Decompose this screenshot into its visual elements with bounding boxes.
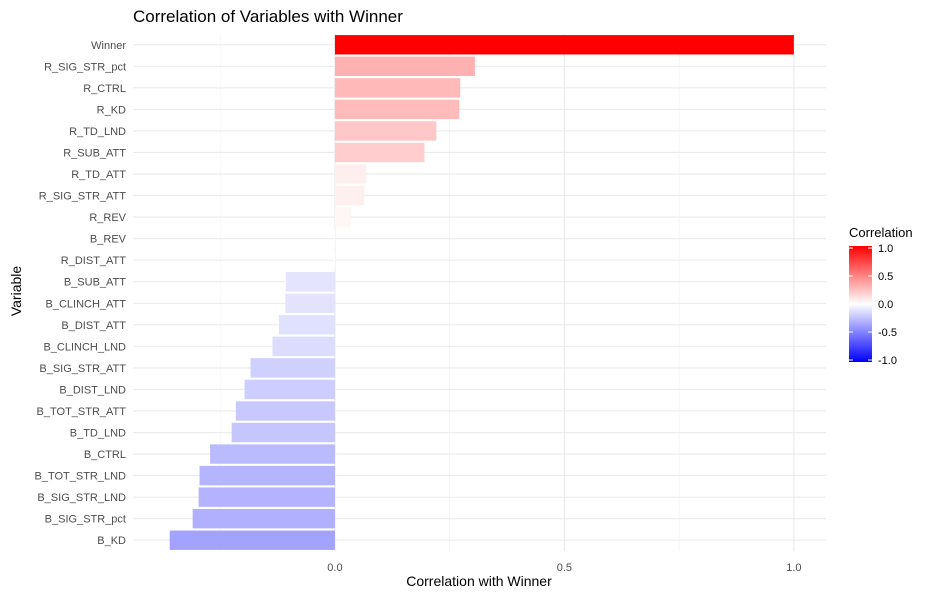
- bar-b-ctrl: [210, 444, 335, 464]
- legend-title: Correlation: [849, 225, 913, 240]
- grid: [133, 34, 826, 551]
- y-tick-label: Winner: [91, 40, 126, 52]
- y-axis-title: Variable: [8, 266, 24, 317]
- y-tick-label: B_SUB_ATT: [64, 277, 126, 289]
- y-tick-label: B_REV: [90, 234, 127, 246]
- bar-r-td-att: [334, 164, 367, 184]
- bars: [169, 35, 794, 550]
- y-tick-label: R_CTRL: [83, 83, 126, 95]
- y-tick-label: B_KD: [97, 535, 126, 547]
- bar-b-tot-str-lnd: [199, 465, 335, 486]
- y-tick-label: B_CLINCH_ATT: [46, 298, 127, 310]
- y-tick-label: R_DIST_ATT: [61, 255, 126, 267]
- y-tick-label: R_SUB_ATT: [63, 147, 126, 159]
- legend-tick-label: 1.0: [878, 243, 893, 255]
- y-tick-label: B_CLINCH_LND: [43, 341, 126, 353]
- y-tick-label: B_SIG_STR_LND: [37, 492, 126, 504]
- x-axis-tick-labels: 0.0 0.5 1.0: [327, 562, 801, 574]
- x-tick-label: 0.0: [327, 562, 342, 574]
- bar-r-sig-str-pct: [334, 56, 475, 77]
- y-tick-label: R_KD: [97, 104, 126, 116]
- bar-r-sub-att: [334, 142, 425, 163]
- bar-r-ctrl: [334, 78, 461, 98]
- y-tick-label: R_REV: [89, 212, 126, 224]
- x-tick-label: 0.5: [557, 562, 572, 574]
- y-axis-tick-labels: Winner R_SIG_STR_pct R_CTRL R_KD R_TD_LND R_S…: [35, 40, 127, 547]
- bar-b-clinch-lnd: [272, 336, 335, 357]
- bar-b-sig-str-pct: [192, 508, 335, 529]
- bar-b-sig-str-lnd: [198, 487, 335, 507]
- y-tick-label: B_DIST_ATT: [61, 320, 126, 332]
- x-tick-label: 1.0: [786, 562, 801, 574]
- bar-b-clinch-att: [285, 293, 335, 313]
- bar-b-sub-att: [285, 272, 335, 292]
- y-tick-label: B_SIG_STR_ATT: [39, 363, 126, 375]
- y-tick-label: B_TOT_STR_ATT: [37, 406, 127, 418]
- chart-title: Correlation of Variables with Winner: [133, 7, 403, 26]
- bar-b-dist-lnd: [244, 379, 335, 400]
- y-tick-label: B_TD_LND: [70, 428, 126, 440]
- bar-b-kd: [169, 530, 335, 550]
- bar-r-dist-att: [333, 250, 335, 270]
- bar-r-td-lnd: [334, 121, 437, 141]
- legend-ticks: 1.0 0.5 0.0 -0.5 -1.0: [849, 243, 897, 367]
- y-tick-label: B_DIST_LND: [59, 384, 126, 396]
- y-tick-label: R_TD_ATT: [71, 169, 126, 181]
- legend-color-bar: [849, 246, 872, 362]
- legend-tick-label: -1.0: [878, 355, 897, 367]
- bar-b-dist-att: [278, 315, 335, 335]
- y-tick-label: R_SIG_STR_ATT: [39, 191, 126, 203]
- bar-b-tot-str-att: [235, 401, 335, 421]
- legend-tick-label: -0.5: [878, 327, 897, 339]
- bar-b-td-lnd: [231, 422, 335, 443]
- y-tick-label: B_TOT_STR_LND: [35, 471, 127, 483]
- bar-b-sig-str-att: [250, 358, 335, 378]
- y-tick-label: R_TD_LND: [69, 126, 126, 138]
- bar-winner: [334, 35, 794, 55]
- x-axis-title: Correlation with Winner: [406, 573, 552, 589]
- legend-tick-label: 0.5: [878, 271, 893, 283]
- bar-b-rev: [334, 228, 335, 249]
- legend-tick-label: 0.0: [878, 299, 893, 311]
- bar-r-rev: [334, 207, 351, 227]
- y-tick-label: R_SIG_STR_pct: [44, 61, 126, 73]
- y-tick-label: B_CTRL: [84, 449, 126, 461]
- bar-r-kd: [334, 99, 460, 120]
- legend: Correlation 1.0 0.5 0.0 -0.5 -1.0: [849, 225, 913, 367]
- y-tick-label: B_SIG_STR_pct: [45, 514, 126, 526]
- bar-r-sig-str-att: [334, 185, 365, 206]
